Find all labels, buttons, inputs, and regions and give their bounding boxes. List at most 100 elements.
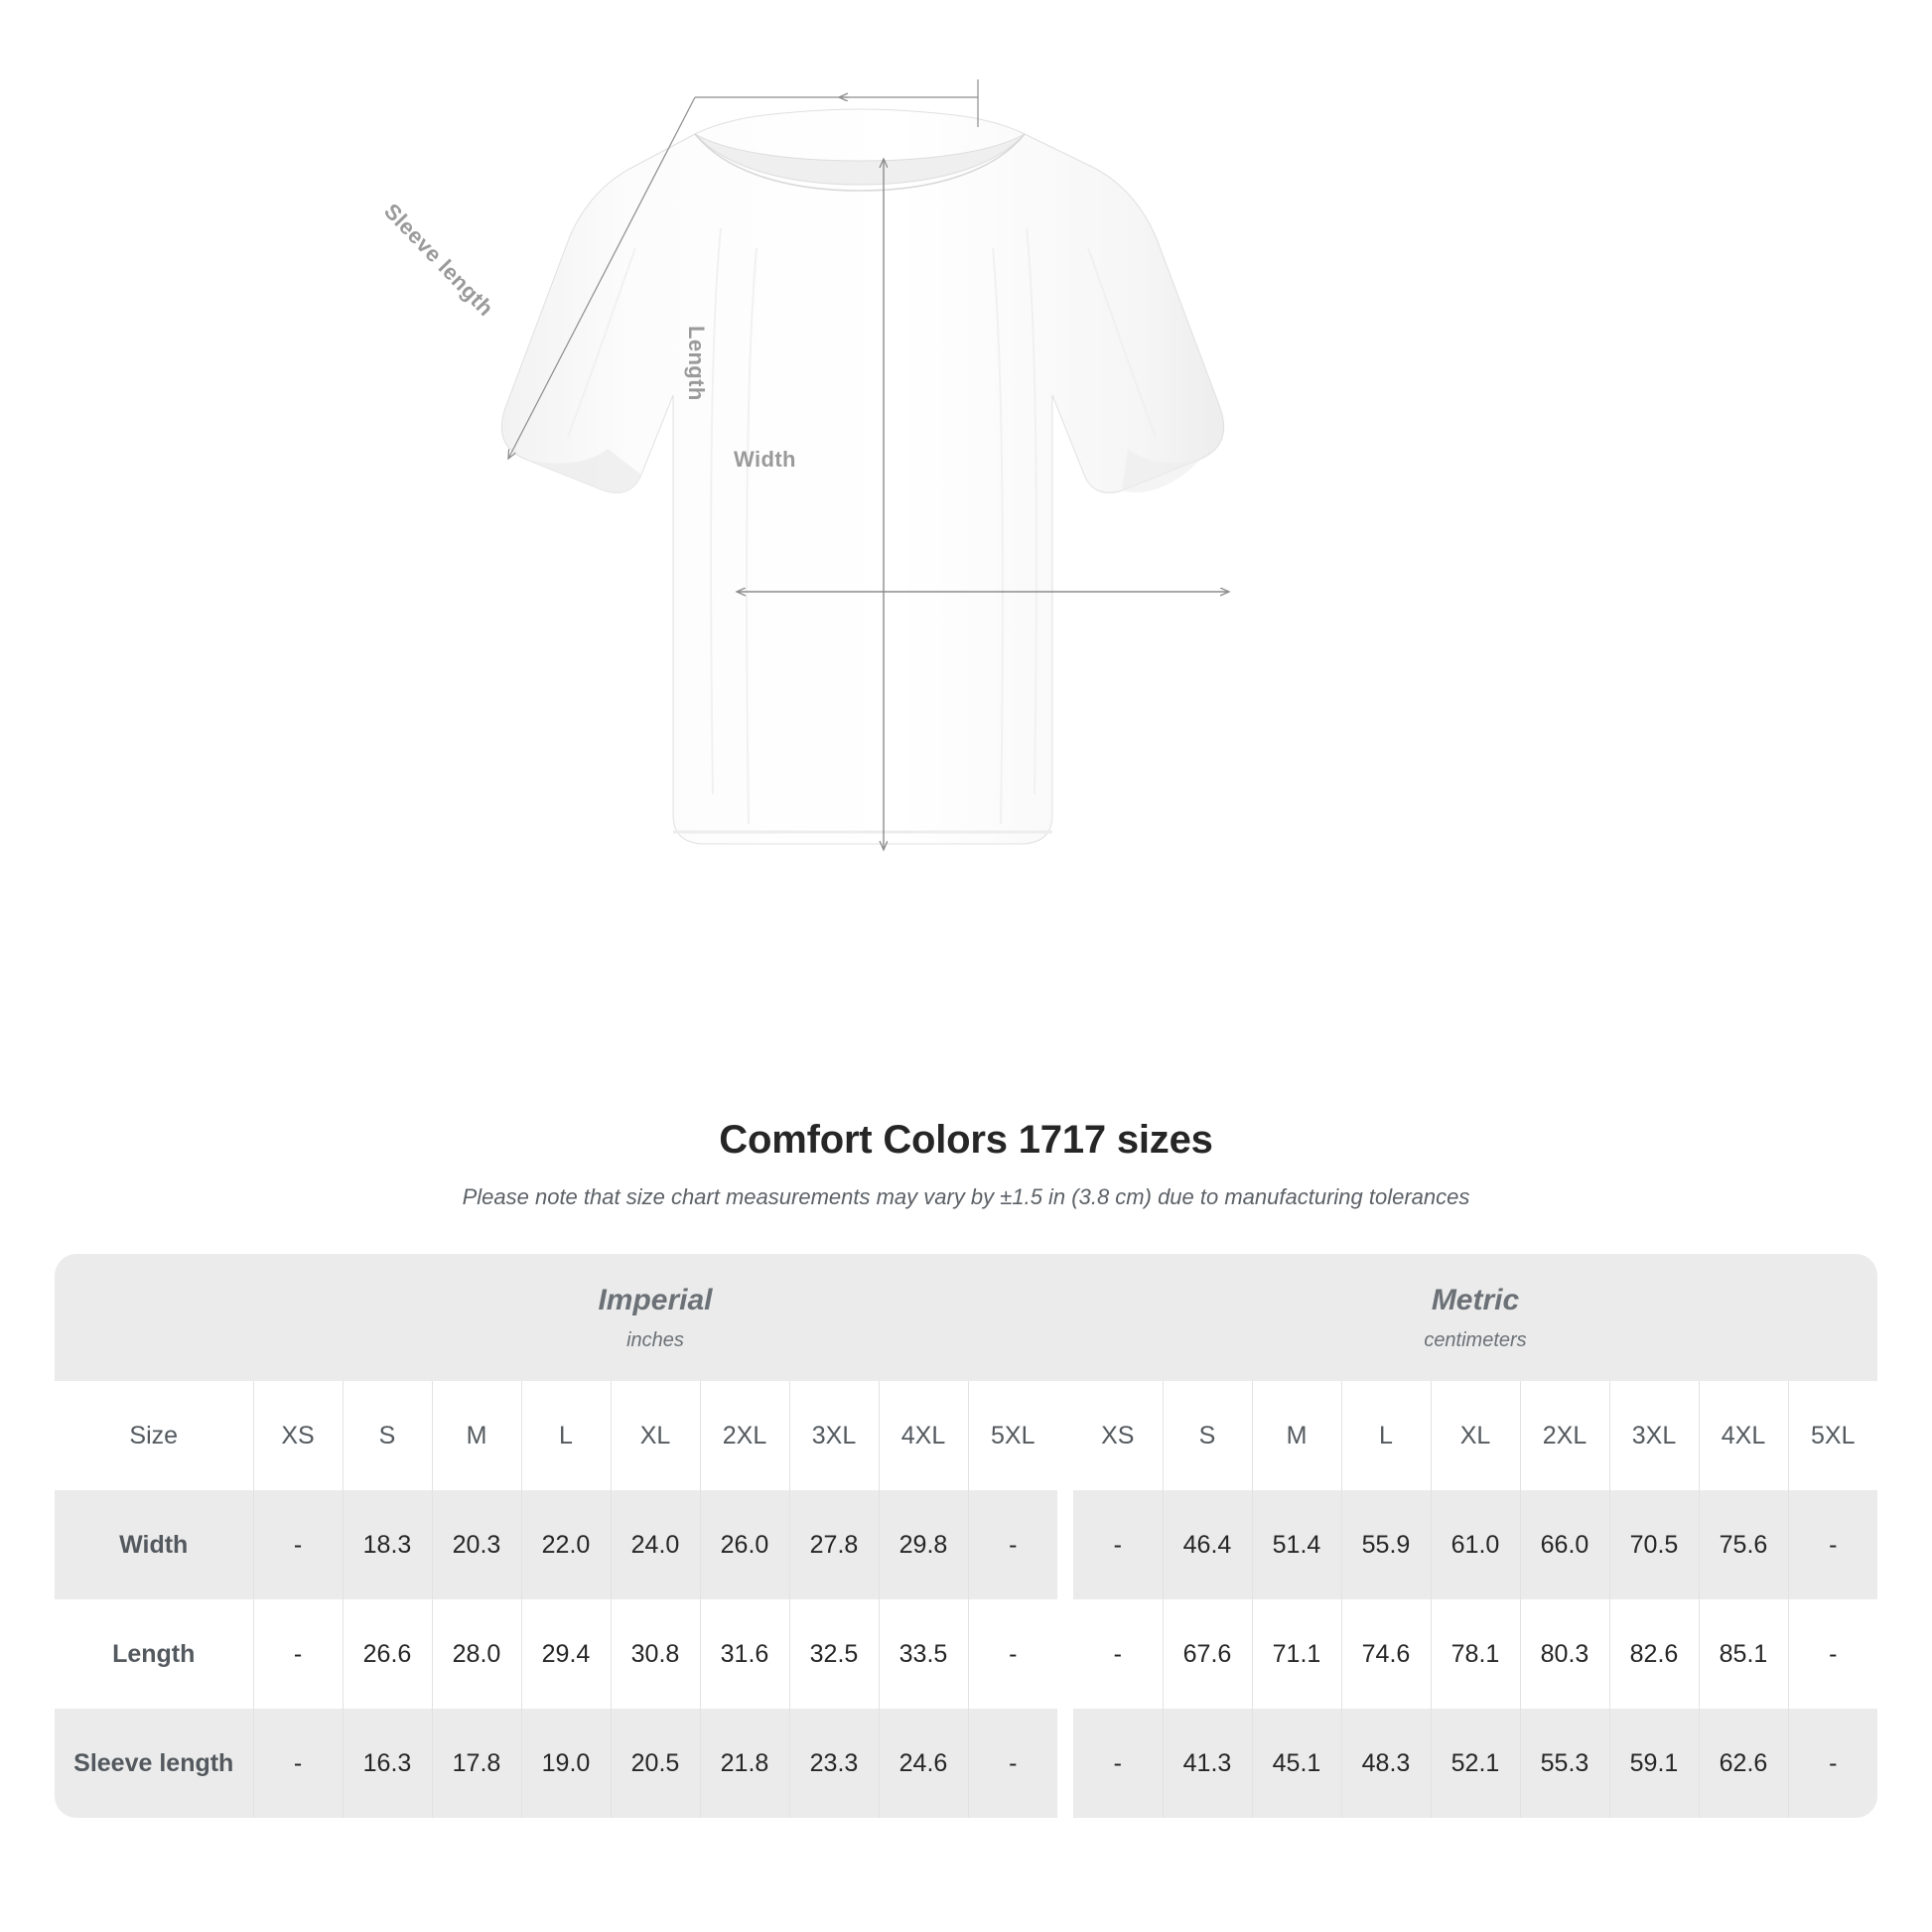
cell-width-imperial-xl: 24.0 xyxy=(610,1490,700,1599)
unit-gap-cell xyxy=(1057,1490,1073,1599)
cell-width-imperial-m: 20.3 xyxy=(431,1490,521,1599)
cell-width-metric-l: 55.9 xyxy=(1340,1490,1431,1599)
header-metric-m: M xyxy=(1251,1381,1341,1490)
header-imperial-s: S xyxy=(342,1381,432,1490)
cell-width-imperial-4xl: 29.8 xyxy=(878,1490,968,1599)
tolerance-note: Please note that size chart measurements… xyxy=(462,1184,1470,1209)
unit-header-row: Imperial inches Metric centimeters xyxy=(55,1254,1877,1381)
table-row: Length - 26.6 28.0 29.4 30.8 31.6 32.5 3… xyxy=(55,1599,1877,1709)
width-dimension-label: Width xyxy=(734,447,796,472)
cell-sleeve-imperial-l: 19.0 xyxy=(520,1709,611,1818)
unit-name-metric: Metric xyxy=(1431,1283,1520,1316)
cell-length-metric-5xl: - xyxy=(1787,1599,1877,1709)
unit-gap-cell xyxy=(1057,1599,1073,1709)
unit-gap-cell xyxy=(1057,1381,1073,1490)
size-chart-table: Imperial inches Metric centimeters Size … xyxy=(55,1254,1877,1818)
cell-sleeve-imperial-5xl: - xyxy=(967,1709,1057,1818)
size-header-row: Size XS S M L XL 2XL 3XL 4XL 5XL XS S M … xyxy=(55,1381,1877,1490)
header-size-label: Size xyxy=(55,1381,253,1490)
cell-width-metric-xl: 61.0 xyxy=(1430,1490,1520,1599)
cell-length-imperial-s: 26.6 xyxy=(342,1599,432,1709)
cell-sleeve-imperial-m: 17.8 xyxy=(431,1709,521,1818)
header-metric-s: S xyxy=(1162,1381,1252,1490)
unit-header-imperial: Imperial inches xyxy=(253,1254,1057,1381)
header-imperial-5xl: 5XL xyxy=(967,1381,1057,1490)
cell-sleeve-imperial-s: 16.3 xyxy=(342,1709,432,1818)
cell-width-imperial-2xl: 26.0 xyxy=(699,1490,789,1599)
cell-length-metric-xl: 78.1 xyxy=(1430,1599,1520,1709)
cell-width-imperial-s: 18.3 xyxy=(342,1490,432,1599)
cell-width-metric-s: 46.4 xyxy=(1162,1490,1252,1599)
header-metric-xs: XS xyxy=(1073,1381,1163,1490)
cell-length-imperial-l: 29.4 xyxy=(520,1599,611,1709)
header-metric-l: L xyxy=(1340,1381,1431,1490)
cell-length-metric-s: 67.6 xyxy=(1162,1599,1252,1709)
cell-width-metric-xs: - xyxy=(1073,1490,1163,1599)
cell-sleeve-imperial-2xl: 21.8 xyxy=(699,1709,789,1818)
cell-sleeve-metric-s: 41.3 xyxy=(1162,1709,1252,1818)
table-row: Width - 18.3 20.3 22.0 24.0 26.0 27.8 29… xyxy=(55,1490,1877,1599)
cell-sleeve-metric-2xl: 55.3 xyxy=(1519,1709,1609,1818)
unit-name-imperial: Imperial xyxy=(598,1283,713,1316)
header-metric-4xl: 4XL xyxy=(1698,1381,1788,1490)
header-metric-2xl: 2XL xyxy=(1519,1381,1609,1490)
row-label-width: Width xyxy=(55,1490,253,1599)
cell-width-metric-2xl: 66.0 xyxy=(1519,1490,1609,1599)
cell-sleeve-imperial-3xl: 23.3 xyxy=(788,1709,879,1818)
tshirt-illustration xyxy=(500,79,1932,1112)
cell-sleeve-imperial-xl: 20.5 xyxy=(610,1709,700,1818)
header-imperial-3xl: 3XL xyxy=(788,1381,879,1490)
header-metric-3xl: 3XL xyxy=(1608,1381,1699,1490)
header-imperial-xs: XS xyxy=(252,1381,343,1490)
header-imperial-l: L xyxy=(520,1381,611,1490)
row-label-length: Length xyxy=(55,1599,253,1709)
header-metric-5xl: 5XL xyxy=(1787,1381,1877,1490)
unit-sub-metric: centimeters xyxy=(1424,1328,1527,1351)
cell-length-imperial-2xl: 31.6 xyxy=(699,1599,789,1709)
page-title: Comfort Colors 1717 sizes xyxy=(719,1118,1213,1162)
header-imperial-xl: XL xyxy=(610,1381,700,1490)
tshirt-shape xyxy=(500,108,1225,845)
cell-length-metric-m: 71.1 xyxy=(1251,1599,1341,1709)
title-block: Comfort Colors 1717 sizes Please note th… xyxy=(0,1118,1932,1210)
unit-header-spacer xyxy=(55,1254,253,1381)
measurement-lines xyxy=(508,79,1229,850)
unit-gap-cell xyxy=(1057,1709,1073,1818)
tshirt-diagram: Sleeve length Length Width xyxy=(379,79,1932,1112)
cell-sleeve-metric-4xl: 62.6 xyxy=(1698,1709,1788,1818)
unit-sub-imperial: inches xyxy=(626,1328,684,1351)
unit-gap-cell xyxy=(1057,1254,1073,1381)
header-imperial-m: M xyxy=(431,1381,521,1490)
table-row: Sleeve length - 16.3 17.8 19.0 20.5 21.8… xyxy=(55,1709,1877,1818)
unit-header-metric: Metric centimeters xyxy=(1073,1254,1877,1381)
length-dimension-label: Length xyxy=(684,326,709,401)
cell-length-imperial-xs: - xyxy=(252,1599,343,1709)
cell-width-metric-4xl: 75.6 xyxy=(1698,1490,1788,1599)
row-label-sleeve-length: Sleeve length xyxy=(55,1709,253,1818)
cell-width-imperial-xs: - xyxy=(252,1490,343,1599)
cell-width-imperial-3xl: 27.8 xyxy=(788,1490,879,1599)
cell-width-metric-m: 51.4 xyxy=(1251,1490,1341,1599)
cell-length-imperial-4xl: 33.5 xyxy=(878,1599,968,1709)
cell-width-imperial-l: 22.0 xyxy=(520,1490,611,1599)
cell-length-imperial-xl: 30.8 xyxy=(610,1599,700,1709)
cell-length-metric-3xl: 82.6 xyxy=(1608,1599,1699,1709)
cell-length-metric-l: 74.6 xyxy=(1340,1599,1431,1709)
cell-length-metric-xs: - xyxy=(1073,1599,1163,1709)
header-imperial-4xl: 4XL xyxy=(878,1381,968,1490)
cell-sleeve-metric-xs: - xyxy=(1073,1709,1163,1818)
cell-sleeve-metric-m: 45.1 xyxy=(1251,1709,1341,1818)
header-imperial-2xl: 2XL xyxy=(699,1381,789,1490)
header-metric-xl: XL xyxy=(1430,1381,1520,1490)
cell-length-metric-4xl: 85.1 xyxy=(1698,1599,1788,1709)
cell-sleeve-imperial-4xl: 24.6 xyxy=(878,1709,968,1818)
cell-length-imperial-m: 28.0 xyxy=(431,1599,521,1709)
cell-sleeve-metric-xl: 52.1 xyxy=(1430,1709,1520,1818)
cell-sleeve-metric-5xl: - xyxy=(1787,1709,1877,1818)
cell-sleeve-metric-l: 48.3 xyxy=(1340,1709,1431,1818)
cell-width-metric-3xl: 70.5 xyxy=(1608,1490,1699,1599)
cell-sleeve-metric-3xl: 59.1 xyxy=(1608,1709,1699,1818)
cell-length-metric-2xl: 80.3 xyxy=(1519,1599,1609,1709)
cell-width-metric-5xl: - xyxy=(1787,1490,1877,1599)
cell-width-imperial-5xl: - xyxy=(967,1490,1057,1599)
